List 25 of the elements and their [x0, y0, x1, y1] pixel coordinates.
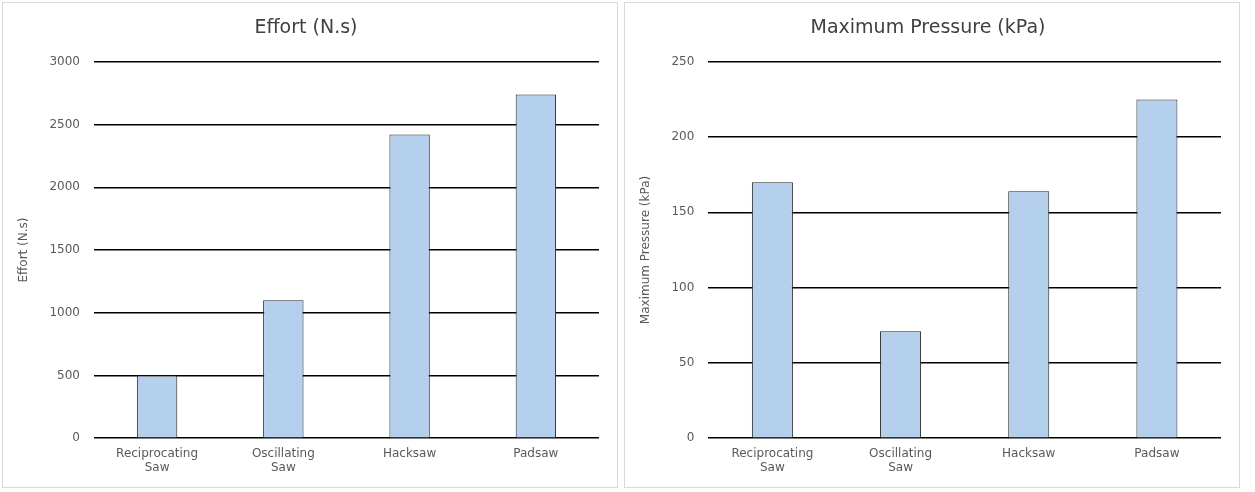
- y-tick-label: 1000: [49, 304, 80, 319]
- y-tick-label: 250: [671, 53, 695, 68]
- x-tick-label: Reciprocating Saw: [731, 445, 814, 474]
- y-tick-label: 0: [72, 430, 80, 445]
- y-axis-title: Maximum Pressure (kPa): [638, 175, 653, 325]
- chart-title: Maximum Pressure (kPa): [810, 15, 1046, 38]
- x-tick-label: Padsaw: [513, 445, 559, 460]
- y-tick-label: 200: [671, 129, 695, 144]
- x-tick-label: Oscillating Saw: [869, 445, 933, 474]
- x-tick-label: Padsaw: [1134, 445, 1180, 460]
- y-axis-title: Effort (N.s): [16, 217, 31, 283]
- chart-title: Effort (N.s): [254, 15, 358, 38]
- x-tick-label: Oscillating Saw: [251, 445, 315, 474]
- y-tick-label: 100: [671, 279, 695, 294]
- y-tick-label: 3000: [49, 53, 80, 68]
- y-tick-label: 1500: [49, 242, 80, 257]
- y-tick-label: 50: [679, 355, 695, 370]
- y-tick-label: 500: [57, 367, 80, 382]
- x-tick-label: Hacksaw: [382, 445, 437, 460]
- y-tick-label: 2500: [49, 116, 80, 131]
- x-tick-label: Hacksaw: [1002, 445, 1056, 460]
- y-tick-label: 0: [686, 430, 695, 445]
- y-tick-label: 150: [671, 204, 695, 219]
- y-tick-label: 2000: [49, 179, 80, 194]
- x-tick-label: Reciprocating Saw: [116, 445, 199, 474]
